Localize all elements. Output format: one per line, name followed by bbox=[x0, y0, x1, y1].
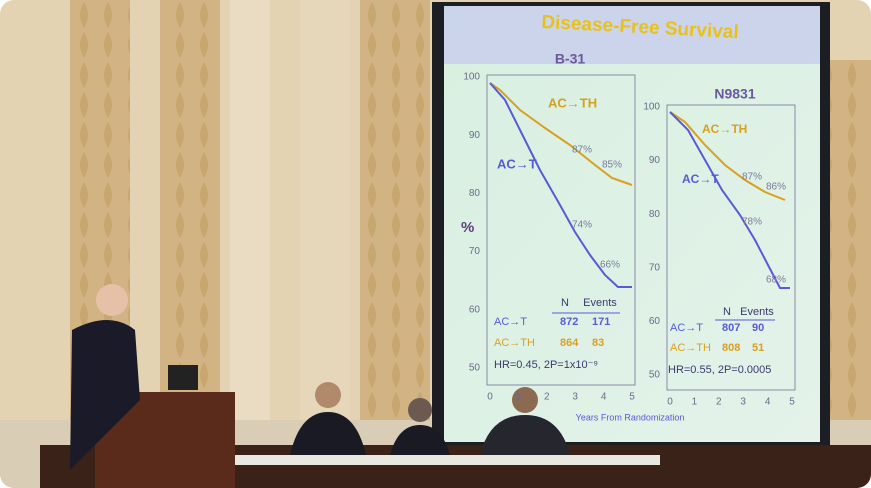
table-cell: AC→T bbox=[670, 322, 703, 334]
laptop bbox=[168, 365, 198, 390]
table-header: N bbox=[561, 297, 569, 309]
table-top bbox=[230, 455, 660, 465]
x-tick-label: 3 bbox=[572, 392, 578, 403]
panelist-body bbox=[390, 425, 450, 455]
pilaster bbox=[230, 0, 270, 430]
x-tick-label: 2 bbox=[716, 397, 722, 408]
curve-annotation: 87% bbox=[572, 145, 592, 156]
x-tick-label: 4 bbox=[765, 397, 771, 408]
curve-ac-t bbox=[669, 111, 790, 289]
curve-annotation: AC→TH bbox=[702, 122, 747, 136]
panelist-head bbox=[408, 398, 432, 422]
curve-annotation: 86% bbox=[766, 182, 786, 193]
curve-ac-th bbox=[489, 82, 633, 186]
y-tick-label: 90 bbox=[469, 130, 481, 141]
curve-ac-t bbox=[489, 82, 632, 288]
x-tick-label: 1 bbox=[692, 397, 698, 408]
y-tick-label: 50 bbox=[649, 370, 661, 381]
x-tick-label: 5 bbox=[789, 397, 795, 408]
speaker-head bbox=[96, 284, 128, 316]
wallpaper-panel bbox=[360, 0, 430, 430]
y-tick-label: 60 bbox=[649, 316, 661, 327]
x-tick-label: 0 bbox=[667, 397, 673, 408]
pilaster bbox=[300, 0, 350, 430]
x-tick-label: 3 bbox=[740, 397, 746, 408]
y-tick-label: 50 bbox=[469, 363, 481, 374]
table-cell: 51 bbox=[752, 342, 764, 354]
wallpaper-panel bbox=[160, 0, 220, 430]
y-tick-label: 90 bbox=[649, 155, 661, 166]
curve-annotation: AC→TH bbox=[548, 95, 597, 110]
hazard-ratio: HR=0.45, 2P=1x10⁻⁹ bbox=[494, 359, 598, 371]
x-axis-label: Years From Randomization bbox=[576, 412, 685, 422]
table-cell: AC→TH bbox=[670, 342, 711, 354]
table-header: Events bbox=[583, 297, 617, 309]
y-tick-label: 80 bbox=[469, 188, 481, 199]
x-tick-label: 0 bbox=[487, 392, 493, 403]
panelist-head bbox=[315, 382, 341, 408]
panelist-body bbox=[290, 412, 366, 455]
y-tick-label: 80 bbox=[649, 209, 661, 220]
slide bbox=[444, 6, 820, 442]
x-tick-label: 2 bbox=[544, 392, 550, 403]
hazard-ratio: HR=0.55, 2P=0.0005 bbox=[668, 364, 771, 376]
panel-title: N9831 bbox=[714, 86, 755, 102]
slide-header bbox=[444, 6, 820, 64]
curve-annotation: 66% bbox=[600, 260, 620, 271]
curve-annotation: 87% bbox=[742, 172, 762, 183]
wallpaper-panel bbox=[825, 60, 871, 430]
curve-annotation: AC→T bbox=[682, 172, 719, 186]
table-cell: 864 bbox=[560, 337, 579, 349]
speaker-body bbox=[70, 320, 140, 470]
panelist-head bbox=[512, 387, 538, 413]
curve-ac-th bbox=[669, 111, 786, 201]
table-cell: 90 bbox=[752, 322, 764, 334]
table-cell: AC→T bbox=[494, 316, 527, 328]
plot-frame bbox=[486, 74, 636, 386]
table-cell: 808 bbox=[722, 342, 740, 354]
y-tick-label: 60 bbox=[469, 304, 481, 315]
x-tick-label: 1 bbox=[516, 392, 522, 403]
table-header: N bbox=[723, 306, 731, 318]
plot-frame bbox=[666, 104, 796, 391]
table-cell: 872 bbox=[560, 316, 578, 328]
y-axis-label: % bbox=[461, 219, 474, 236]
table-cell: 807 bbox=[722, 322, 740, 334]
x-tick-label: 4 bbox=[601, 392, 607, 403]
curve-annotation: 68% bbox=[766, 275, 786, 286]
curve-annotation: 85% bbox=[602, 160, 622, 171]
y-tick-label: 70 bbox=[649, 262, 661, 273]
y-tick-label: 100 bbox=[643, 102, 660, 113]
x-tick-label: 5 bbox=[629, 392, 635, 403]
table-header: Events bbox=[740, 306, 774, 318]
curve-annotation: 74% bbox=[572, 220, 592, 231]
curve-annotation: AC→T bbox=[497, 156, 537, 171]
table-cell: 171 bbox=[592, 316, 610, 328]
y-tick-label: 70 bbox=[469, 246, 481, 257]
panel-title: B-31 bbox=[555, 51, 586, 67]
y-tick-label: 100 bbox=[463, 72, 480, 83]
table-cell: AC→TH bbox=[494, 337, 535, 349]
table-cell: 83 bbox=[592, 337, 604, 349]
panelist-body bbox=[480, 415, 570, 455]
curve-annotation: 78% bbox=[742, 217, 762, 228]
